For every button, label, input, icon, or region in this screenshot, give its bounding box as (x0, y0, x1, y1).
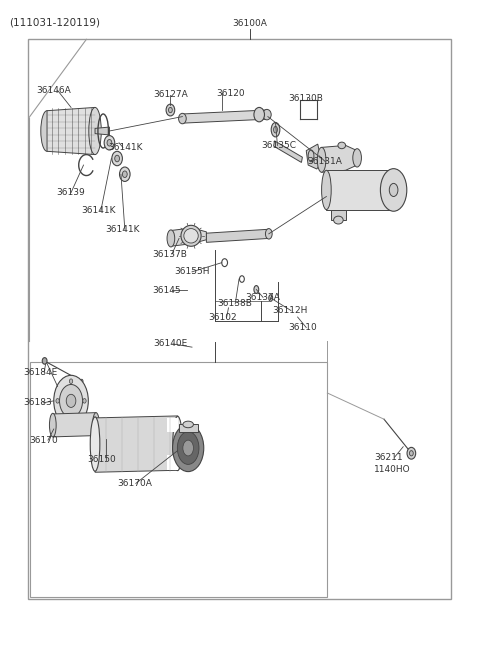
Ellipse shape (173, 424, 204, 472)
Text: 36137A: 36137A (245, 293, 280, 302)
Ellipse shape (112, 151, 122, 166)
Ellipse shape (269, 295, 273, 301)
Ellipse shape (104, 136, 115, 150)
Ellipse shape (54, 375, 88, 426)
Ellipse shape (184, 229, 198, 243)
Text: 36140E: 36140E (154, 339, 188, 348)
Ellipse shape (166, 104, 175, 116)
Ellipse shape (115, 155, 120, 162)
Ellipse shape (60, 384, 83, 417)
Ellipse shape (93, 413, 99, 436)
Text: 36155H: 36155H (175, 267, 210, 276)
Ellipse shape (49, 413, 56, 437)
Ellipse shape (308, 150, 314, 162)
Polygon shape (95, 416, 178, 472)
Ellipse shape (179, 113, 186, 124)
Text: 36110: 36110 (288, 323, 317, 332)
Polygon shape (326, 170, 394, 210)
Text: 36100A: 36100A (232, 19, 267, 28)
Polygon shape (167, 455, 178, 470)
Text: 36102: 36102 (208, 313, 237, 322)
Ellipse shape (122, 171, 127, 178)
Ellipse shape (90, 417, 100, 472)
Text: 36120: 36120 (216, 88, 245, 98)
Polygon shape (170, 228, 206, 246)
Polygon shape (95, 127, 109, 135)
Text: 36150: 36150 (87, 455, 116, 464)
Text: 36183: 36183 (23, 398, 52, 407)
Ellipse shape (89, 107, 101, 155)
Ellipse shape (317, 147, 326, 172)
Ellipse shape (177, 432, 199, 464)
Text: (111031-120119): (111031-120119) (10, 18, 101, 28)
Text: 36137B: 36137B (153, 250, 188, 259)
Text: 36170: 36170 (30, 436, 59, 445)
Ellipse shape (353, 149, 361, 167)
Ellipse shape (66, 394, 76, 407)
Text: 36146A: 36146A (36, 86, 71, 95)
Ellipse shape (322, 170, 331, 210)
Ellipse shape (120, 167, 130, 181)
Ellipse shape (69, 379, 73, 384)
Ellipse shape (380, 169, 407, 212)
Text: 36184E: 36184E (23, 367, 57, 377)
Ellipse shape (389, 183, 398, 196)
Ellipse shape (83, 398, 86, 403)
Ellipse shape (42, 358, 47, 364)
Text: 36131A: 36131A (307, 157, 342, 166)
Polygon shape (206, 229, 269, 242)
Text: 1140HO: 1140HO (374, 465, 411, 474)
Text: 36112H: 36112H (273, 306, 308, 315)
Ellipse shape (173, 417, 182, 471)
Ellipse shape (167, 230, 175, 247)
Polygon shape (47, 107, 95, 155)
Text: 36211: 36211 (374, 453, 403, 462)
Ellipse shape (168, 107, 172, 113)
Ellipse shape (338, 142, 346, 149)
Text: 36135C: 36135C (262, 141, 297, 150)
Polygon shape (53, 413, 96, 437)
Text: 36145: 36145 (153, 286, 181, 295)
Polygon shape (274, 141, 302, 162)
Polygon shape (182, 110, 268, 123)
Ellipse shape (263, 109, 271, 120)
Ellipse shape (409, 451, 413, 456)
Polygon shape (322, 145, 357, 172)
Ellipse shape (265, 229, 272, 239)
Ellipse shape (183, 440, 193, 456)
Text: 36170A: 36170A (118, 479, 153, 488)
Bar (30, 362, 327, 597)
Ellipse shape (407, 447, 416, 459)
Ellipse shape (183, 421, 193, 428)
Polygon shape (306, 144, 322, 169)
Ellipse shape (334, 216, 343, 224)
Ellipse shape (254, 286, 259, 293)
Text: 36127A: 36127A (154, 90, 188, 100)
Ellipse shape (274, 126, 277, 133)
Ellipse shape (41, 111, 53, 151)
Text: 36130B: 36130B (288, 94, 323, 103)
Ellipse shape (80, 379, 83, 383)
Text: 36141K: 36141K (106, 225, 140, 234)
Ellipse shape (271, 122, 280, 137)
Text: 36138B: 36138B (217, 299, 252, 309)
Text: 36139: 36139 (57, 188, 85, 197)
Ellipse shape (181, 225, 201, 246)
Polygon shape (167, 418, 178, 432)
Text: 36141K: 36141K (82, 206, 116, 215)
Ellipse shape (107, 140, 112, 146)
Bar (28, 39, 451, 599)
Text: 36141K: 36141K (108, 143, 143, 152)
Ellipse shape (69, 419, 73, 423)
Polygon shape (331, 210, 346, 220)
Ellipse shape (56, 398, 59, 403)
Ellipse shape (254, 107, 264, 122)
Polygon shape (179, 424, 198, 432)
